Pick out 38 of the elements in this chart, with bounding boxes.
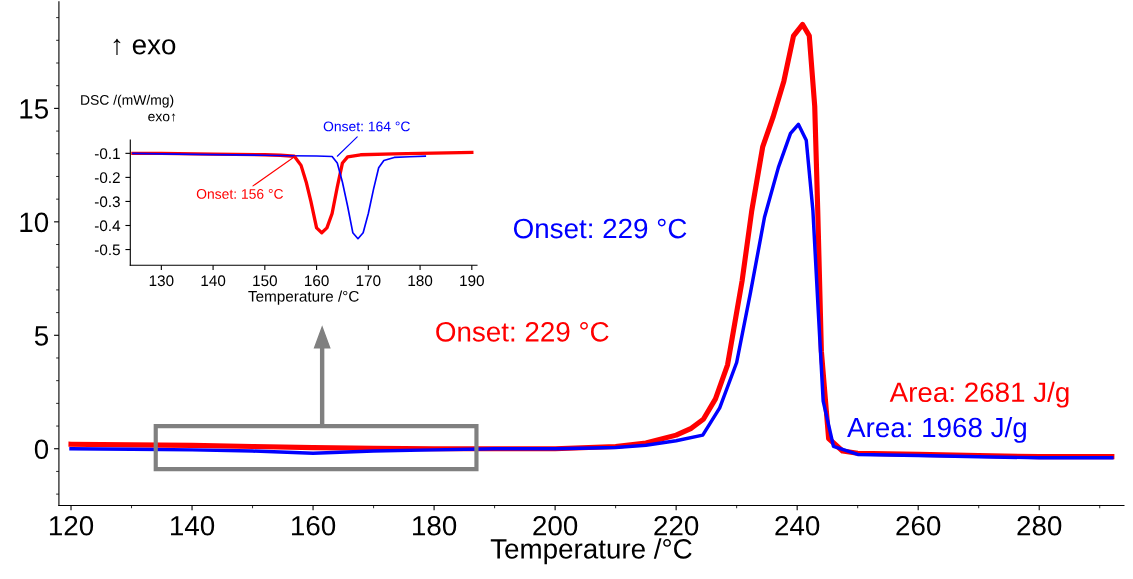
x-tick-label: 160 [292, 515, 336, 536]
x-tick-label: 150 [253, 275, 277, 287]
y-tick-label: -0.5 [94, 244, 120, 256]
y-tick-label: -0.3 [94, 196, 120, 208]
x-tick-label: 190 [460, 275, 484, 287]
x-tick-label: 120 [49, 515, 94, 536]
x-tick-label: 260 [896, 515, 941, 536]
x-tick-label: 280 [1017, 515, 1062, 536]
x-axis-title: Temperature /°C [248, 290, 359, 305]
x-tick-label: 160 [305, 275, 329, 287]
x-tick-label: 140 [170, 515, 215, 536]
x-tick-label: 240 [775, 515, 820, 536]
x-tick-label: 140 [201, 275, 226, 287]
y-tick-label: 0 [34, 439, 49, 460]
x-tick-label: 170 [356, 275, 381, 287]
y-tick-label: 5 [34, 326, 49, 346]
annotation: exo↑ [148, 113, 176, 122]
x-tick-label: 200 [533, 515, 578, 536]
annotation: Area: 2681 J/g [889, 381, 1069, 408]
y-tick-label: -0.2 [94, 172, 120, 184]
x-tick-label: 180 [408, 275, 433, 287]
annotation: Onset: 156 °C [196, 189, 284, 199]
x-tick-label: 130 [149, 275, 174, 287]
line-series [69, 122, 1114, 460]
y-axis-title: DSC /(mW/mg) [81, 94, 174, 108]
y-tick-label: -0.1 [94, 148, 120, 160]
y-tick-label: 10 [20, 212, 49, 233]
x-axis-title: Temperature /°C [490, 538, 692, 565]
annotation: Area: 1968 J/g [847, 416, 1026, 443]
line-series [132, 152, 427, 240]
y-tick-label: 15 [20, 99, 49, 119]
annotation: Onset: 164 °C [323, 121, 410, 132]
annotation: Onset: 229 °C [436, 321, 609, 342]
annotation: Onset: 229 °C [513, 218, 687, 239]
x-tick-label: 180 [413, 515, 457, 536]
annotation: ↑ exo [113, 38, 176, 56]
x-tick-label: 220 [654, 515, 699, 536]
y-tick-label: -0.4 [94, 220, 121, 232]
